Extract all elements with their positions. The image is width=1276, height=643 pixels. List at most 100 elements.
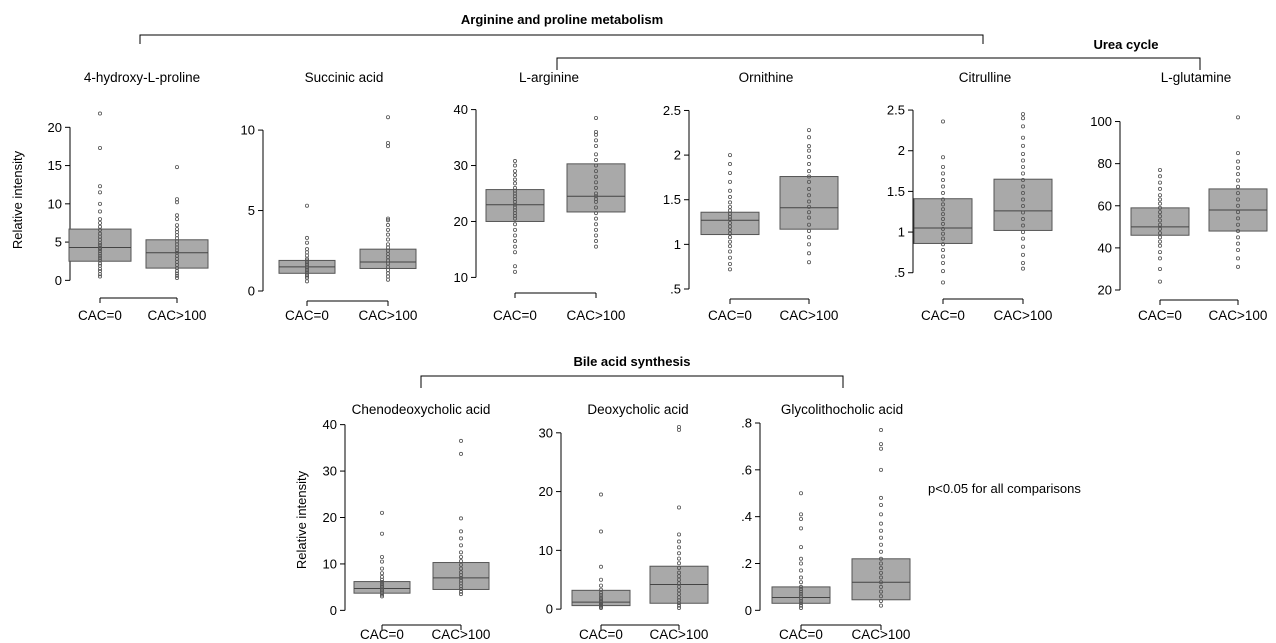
data-point (728, 214, 733, 219)
data-point (174, 213, 179, 218)
data-point (1236, 165, 1241, 170)
data-point (174, 276, 179, 281)
data-point (677, 561, 682, 566)
data-point (1236, 222, 1241, 227)
data-point (1158, 167, 1163, 172)
data-point (594, 244, 599, 249)
data-point (385, 237, 390, 242)
data-point (941, 197, 946, 202)
y-tick-label: 10 (48, 196, 62, 211)
data-point (513, 169, 518, 174)
data-point (1158, 235, 1163, 240)
data-point (677, 545, 682, 550)
data-point (799, 561, 804, 566)
panel-title: L-glutamine (1161, 70, 1232, 85)
data-point (458, 584, 463, 589)
data-point (513, 208, 518, 213)
data-point (799, 603, 804, 608)
x-tick-label: CAC=0 (779, 627, 823, 642)
data-point (728, 239, 733, 244)
data-point (385, 242, 390, 247)
data-point (599, 492, 604, 497)
data-point (807, 242, 812, 247)
data-point (304, 253, 309, 258)
data-point (513, 244, 518, 249)
data-point (1021, 151, 1026, 156)
data-point (513, 199, 518, 204)
data-point (304, 235, 309, 240)
box-cac-0 (913, 198, 973, 244)
data-point (379, 587, 384, 592)
data-point (941, 119, 946, 124)
data-point (98, 190, 103, 195)
x-tick-label: CAC=0 (285, 308, 329, 323)
data-point (879, 584, 884, 589)
data-point (513, 205, 518, 210)
data-point (304, 279, 309, 284)
group-title-urea-cycle: Urea cycle (1093, 37, 1158, 52)
y-tick-label: .5 (894, 265, 905, 280)
data-point (98, 220, 103, 225)
data-point (385, 216, 390, 221)
y-tick-label: 40 (454, 102, 468, 117)
data-point (98, 217, 103, 222)
data-point (728, 162, 733, 167)
panel-ornithine: Ornithine .5 1 1.5 2 2.5 CAC=0 CAC>100 (663, 70, 839, 323)
data-point (728, 200, 733, 205)
data-point (594, 197, 599, 202)
data-point (879, 502, 884, 507)
data-point (799, 512, 804, 517)
y-tick-label: 20 (48, 120, 62, 135)
data-point (599, 597, 604, 602)
data-point (379, 583, 384, 588)
data-point (941, 247, 946, 252)
data-point (1021, 217, 1026, 222)
data-point (379, 510, 384, 515)
data-point (728, 262, 733, 267)
data-point (599, 587, 604, 592)
data-point (728, 188, 733, 193)
data-point (677, 551, 682, 556)
x-tick-label: CAC>100 (650, 627, 709, 642)
data-point (1021, 135, 1026, 140)
y-tick-label: 1.5 (663, 192, 681, 207)
x-tick-label: CAC=0 (708, 308, 752, 323)
data-point (98, 245, 103, 250)
data-point (174, 273, 179, 278)
bracket-arginine-proline: Arginine and proline metabolism (139, 12, 984, 44)
data-point (1158, 279, 1163, 284)
data-point (807, 215, 812, 220)
data-point (513, 227, 518, 232)
data-point (594, 211, 599, 216)
data-point (594, 169, 599, 174)
data-point (458, 587, 463, 592)
data-point (513, 163, 518, 168)
data-point (98, 263, 103, 268)
data-point (941, 260, 946, 265)
data-point (599, 595, 604, 600)
data-point (594, 205, 599, 210)
data-point (513, 239, 518, 244)
data-point (1021, 223, 1026, 228)
data-point (458, 529, 463, 534)
data-point (599, 577, 604, 582)
y-axis-title-top: Relative intensity (10, 150, 25, 249)
data-point (1236, 184, 1241, 189)
y-tick-label: .8 (741, 416, 752, 431)
y-axis-title-bottom: Relative intensity (294, 470, 309, 569)
data-point (1158, 193, 1163, 198)
data-point (1236, 216, 1241, 221)
data-point (941, 254, 946, 259)
data-point (513, 177, 518, 182)
data-point (799, 587, 804, 592)
y-tick-label: 2 (898, 143, 905, 158)
data-point (879, 495, 884, 500)
data-point (385, 115, 390, 120)
data-point (807, 204, 812, 209)
data-point (1158, 180, 1163, 185)
data-point (807, 193, 812, 198)
data-point (174, 271, 179, 276)
data-point (98, 258, 103, 263)
data-point (799, 596, 804, 601)
